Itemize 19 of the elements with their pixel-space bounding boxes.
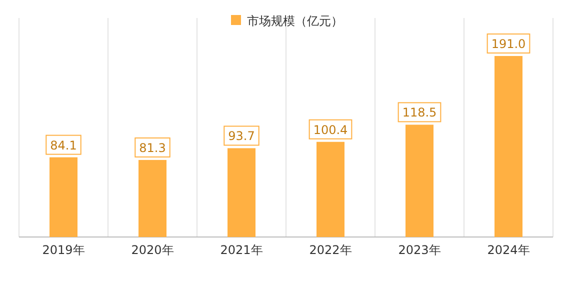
data-label: 191.0	[491, 37, 526, 51]
legend: 市场规模（亿元）	[231, 14, 343, 28]
x-tick-label: 2022年	[309, 243, 352, 257]
x-tick-label: 2020年	[131, 243, 174, 257]
bar	[316, 142, 344, 237]
data-label: 84.1	[50, 138, 77, 152]
data-label: 100.4	[313, 122, 348, 137]
data-label: 93.7	[228, 129, 255, 144]
bar	[228, 148, 256, 237]
bar	[50, 157, 78, 237]
x-tick-label: 2019年	[42, 243, 85, 257]
data-label: 118.5	[402, 106, 437, 120]
bar	[406, 124, 434, 237]
bar	[494, 56, 522, 237]
x-tick-label: 2021年	[220, 243, 263, 257]
x-tick-label: 2024年	[487, 243, 530, 257]
bar	[138, 160, 166, 237]
data-label: 81.3	[139, 140, 166, 155]
x-tick-label: 2023年	[398, 243, 441, 257]
